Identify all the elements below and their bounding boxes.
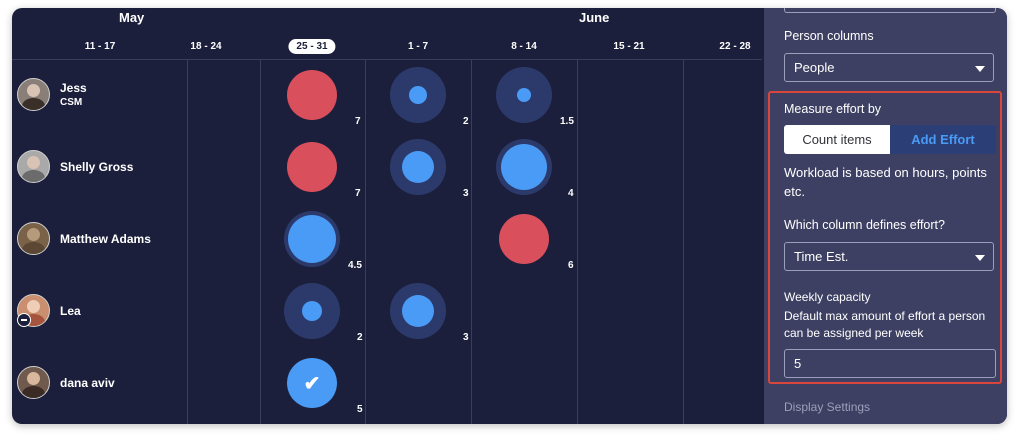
settings-panel: Person columns People Measure effort by …	[764, 8, 1007, 424]
workload-value: 7	[355, 116, 361, 127]
workload-circle[interactable]	[390, 283, 446, 339]
header-divider	[12, 59, 762, 60]
column-divider	[471, 59, 472, 424]
workload-value: 2	[357, 332, 363, 343]
effort-column-label: Which column defines effort?	[784, 218, 945, 232]
week-header[interactable]: 1 - 7	[407, 41, 429, 52]
person-row-jess[interactable]: Jess CSM	[17, 78, 87, 111]
week-header[interactable]: 18 - 24	[190, 41, 222, 52]
person-name: dana aviv	[60, 375, 115, 390]
person-role: CSM	[60, 97, 83, 108]
display-settings-label[interactable]: Display Settings	[784, 400, 871, 414]
person-name: Shelly Gross	[60, 159, 134, 174]
person-row-shelly-gross[interactable]: Shelly Gross	[17, 150, 133, 183]
month-label-june: June	[579, 10, 610, 25]
weekly-capacity-label: Weekly capacity	[784, 290, 871, 304]
weekly-capacity-description: Default max amount of effort a person ca…	[784, 309, 986, 340]
person-columns-value: People	[794, 60, 835, 75]
measure-effort-toggle: Count items Add Effort	[784, 125, 996, 154]
week-header[interactable]: 11 - 17	[84, 41, 116, 52]
chevron-down-icon	[975, 255, 985, 261]
workload-value: 4	[568, 188, 574, 199]
person-columns-select[interactable]: People	[784, 53, 994, 82]
check-icon: ✔	[303, 372, 321, 395]
workload-value: 2	[463, 116, 469, 127]
workload-value: 4.5	[348, 260, 362, 271]
workload-circle[interactable]	[390, 67, 446, 123]
week-header[interactable]: 22 - 28	[719, 41, 751, 52]
effort-column-select[interactable]: Time Est.	[784, 242, 994, 271]
workload-circle[interactable]	[496, 211, 552, 267]
count-items-button[interactable]: Count items	[784, 125, 890, 154]
avatar	[17, 150, 50, 183]
person-row-lea[interactable]: Lea	[17, 294, 81, 327]
person-columns-label: Person columns	[784, 29, 874, 43]
month-label-may: May	[119, 10, 145, 25]
workload-circle[interactable]	[496, 67, 552, 123]
workload-value: 3	[463, 188, 469, 199]
workload-circle[interactable]	[390, 139, 446, 195]
person-name: Matthew Adams	[60, 231, 151, 246]
person-row-matthew-adams[interactable]: Matthew Adams	[17, 222, 151, 255]
workload-circle[interactable]	[284, 139, 340, 195]
column-divider	[365, 59, 366, 424]
column-divider	[683, 59, 684, 424]
workload-circle[interactable]	[284, 211, 340, 267]
out-of-office-icon	[17, 313, 31, 327]
person-name: Lea	[60, 303, 81, 318]
week-header[interactable]: 15 - 21	[613, 41, 645, 52]
avatar	[17, 366, 50, 399]
workload-value: 7	[355, 188, 361, 199]
workload-description: Workload is based on hours, points etc.	[784, 165, 987, 199]
workload-value: 5	[357, 404, 363, 415]
workload-circle[interactable]	[284, 283, 340, 339]
person-name: Jess	[60, 81, 87, 95]
avatar	[17, 78, 50, 111]
previous-select[interactable]	[784, 8, 996, 13]
workload-value: 3	[463, 332, 469, 343]
workload-circle[interactable]	[496, 139, 552, 195]
effort-column-value: Time Est.	[794, 249, 849, 264]
workload-circle[interactable]	[284, 67, 340, 123]
week-header-selected[interactable]: 25 - 31	[288, 39, 336, 54]
person-row-dana-aviv[interactable]: dana aviv	[17, 366, 115, 399]
chevron-down-icon	[975, 66, 985, 72]
workload-value: 6	[568, 260, 574, 271]
effort-settings-highlight	[768, 91, 1002, 384]
weekly-capacity-input[interactable]: 5	[784, 349, 996, 378]
column-divider	[260, 59, 261, 424]
week-header[interactable]: 8 - 14	[511, 41, 537, 52]
avatar	[17, 222, 50, 255]
workload-value: 1.5	[560, 116, 574, 127]
column-divider	[577, 59, 578, 424]
workload-circle[interactable]: ✔	[284, 355, 340, 411]
column-divider	[187, 59, 188, 424]
add-effort-button[interactable]: Add Effort	[890, 125, 996, 154]
workload-view: May June 11 - 17 18 - 24 25 - 31 1 - 7 8…	[12, 8, 1007, 424]
measure-effort-label: Measure effort by	[784, 102, 882, 116]
